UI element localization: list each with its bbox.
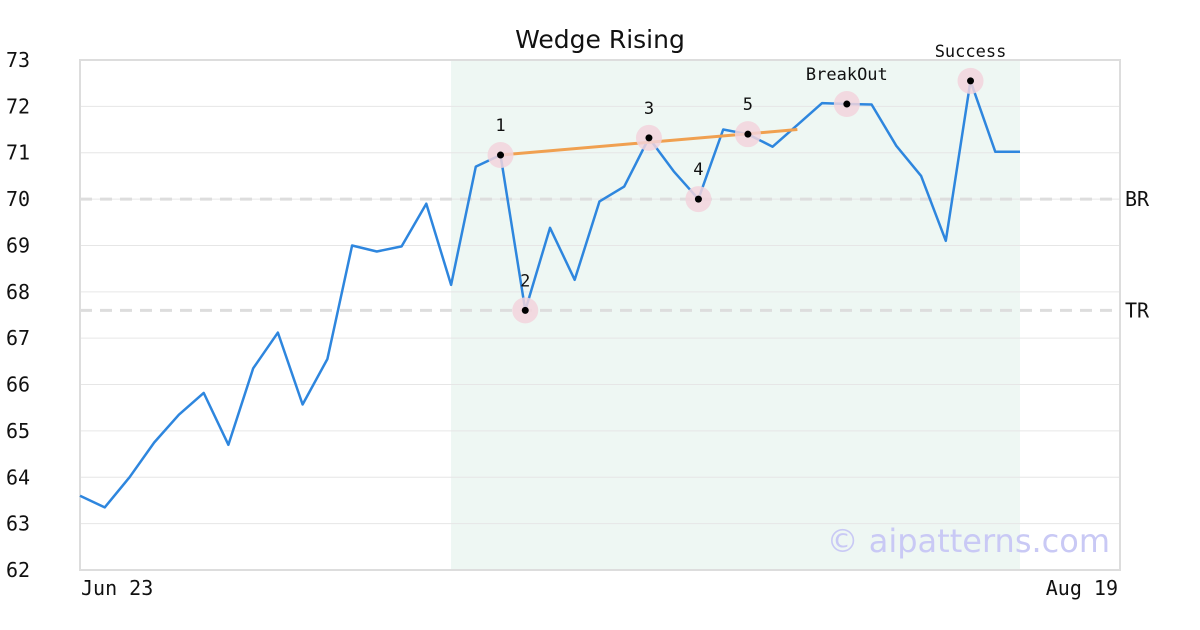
x-tick-end: Aug 19 [1046,576,1118,600]
point-marker-success [967,77,975,85]
point-label-breakout: BreakOut [806,65,888,85]
x-tick-start: Jun 23 [81,576,153,600]
y-axis: 62 63 64 65 66 67 68 69 70 71 72 73 [6,48,30,582]
y-tick-label: 68 [6,280,30,304]
point-label-3: 3 [644,99,654,119]
y-tick-label: 64 [6,465,30,489]
y-tick-label: 70 [6,187,30,211]
watermark: © aipatterns.com [827,522,1110,560]
point-marker-3 [645,134,653,142]
point-label-4: 4 [693,160,703,180]
y-tick-label: 71 [6,141,30,165]
pattern-region [451,60,1021,570]
y-tick-label: 73 [6,48,30,72]
point-label-1: 1 [495,116,505,136]
y-tick-label: 67 [6,326,30,350]
point-marker-5 [744,130,752,138]
y-tick-label: 66 [6,373,30,397]
chart-title: Wedge Rising [515,25,685,54]
level-label-br: BR [1125,187,1150,211]
plot-frame [79,59,1121,571]
point-label-success: Success [935,42,1007,62]
price-series-line [79,79,1020,509]
level-label-tr: TR [1125,298,1150,322]
pattern-points: 1 2 3 4 5 BreakOut Success [487,42,1007,324]
point-marker-1 [497,151,505,159]
y-tick-label: 69 [6,233,30,257]
levels: BR TR [80,187,1150,322]
point-label-2: 2 [520,271,530,291]
point-marker-2 [521,306,529,314]
point-label-5: 5 [743,95,753,115]
y-tick-label: 62 [6,558,30,582]
y-tick-label: 65 [6,419,30,443]
y-tick-label: 63 [6,512,30,536]
point-marker-breakout [843,100,851,108]
grid [80,105,1120,525]
y-tick-label: 72 [6,94,30,118]
point-marker-4 [694,195,702,203]
